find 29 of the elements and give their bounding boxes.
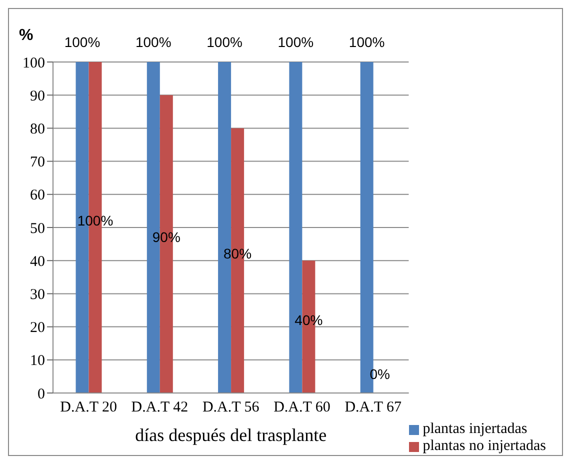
y-tick-label: 20: [30, 320, 45, 336]
y-tick-label: 70: [30, 154, 45, 171]
y-tick-label: 80: [30, 122, 45, 138]
y-tick-label: 0: [38, 386, 45, 402]
x-tick-label: D.A.T 42: [131, 400, 188, 416]
data-label: 80%: [224, 246, 252, 262]
x-tick-label: D.A.T 20: [60, 400, 117, 416]
y-tick-label: 50: [30, 220, 45, 237]
legend-label: plantas no injertadas: [422, 438, 546, 454]
y-tick-label: 10: [30, 353, 45, 370]
y-tick-label: 90: [30, 88, 45, 104]
data-label: 100%: [77, 212, 114, 228]
y-tick-label: 100: [22, 55, 45, 72]
y-axis-title: %: [19, 27, 34, 45]
data-label: 90%: [152, 229, 180, 246]
x-tick-label: D.A.T 60: [274, 400, 330, 416]
data-label: 100%: [136, 34, 172, 50]
y-tick-label: 40: [30, 254, 45, 270]
x-tick-label: D.A.T 67: [344, 400, 402, 416]
y-tick-label: 30: [30, 287, 45, 304]
data-label: 100%: [278, 34, 314, 50]
data-label: 100%: [206, 34, 242, 50]
x-axis-title: días después del trasplante: [135, 425, 327, 445]
x-tick-label: D.A.T 56: [202, 400, 260, 416]
data-label: 100%: [348, 34, 385, 50]
data-label: 100%: [64, 34, 100, 50]
y-tick-label: 60: [30, 188, 45, 204]
data-label: 40%: [294, 312, 323, 328]
legend-label: plantas injertadas: [422, 421, 528, 437]
